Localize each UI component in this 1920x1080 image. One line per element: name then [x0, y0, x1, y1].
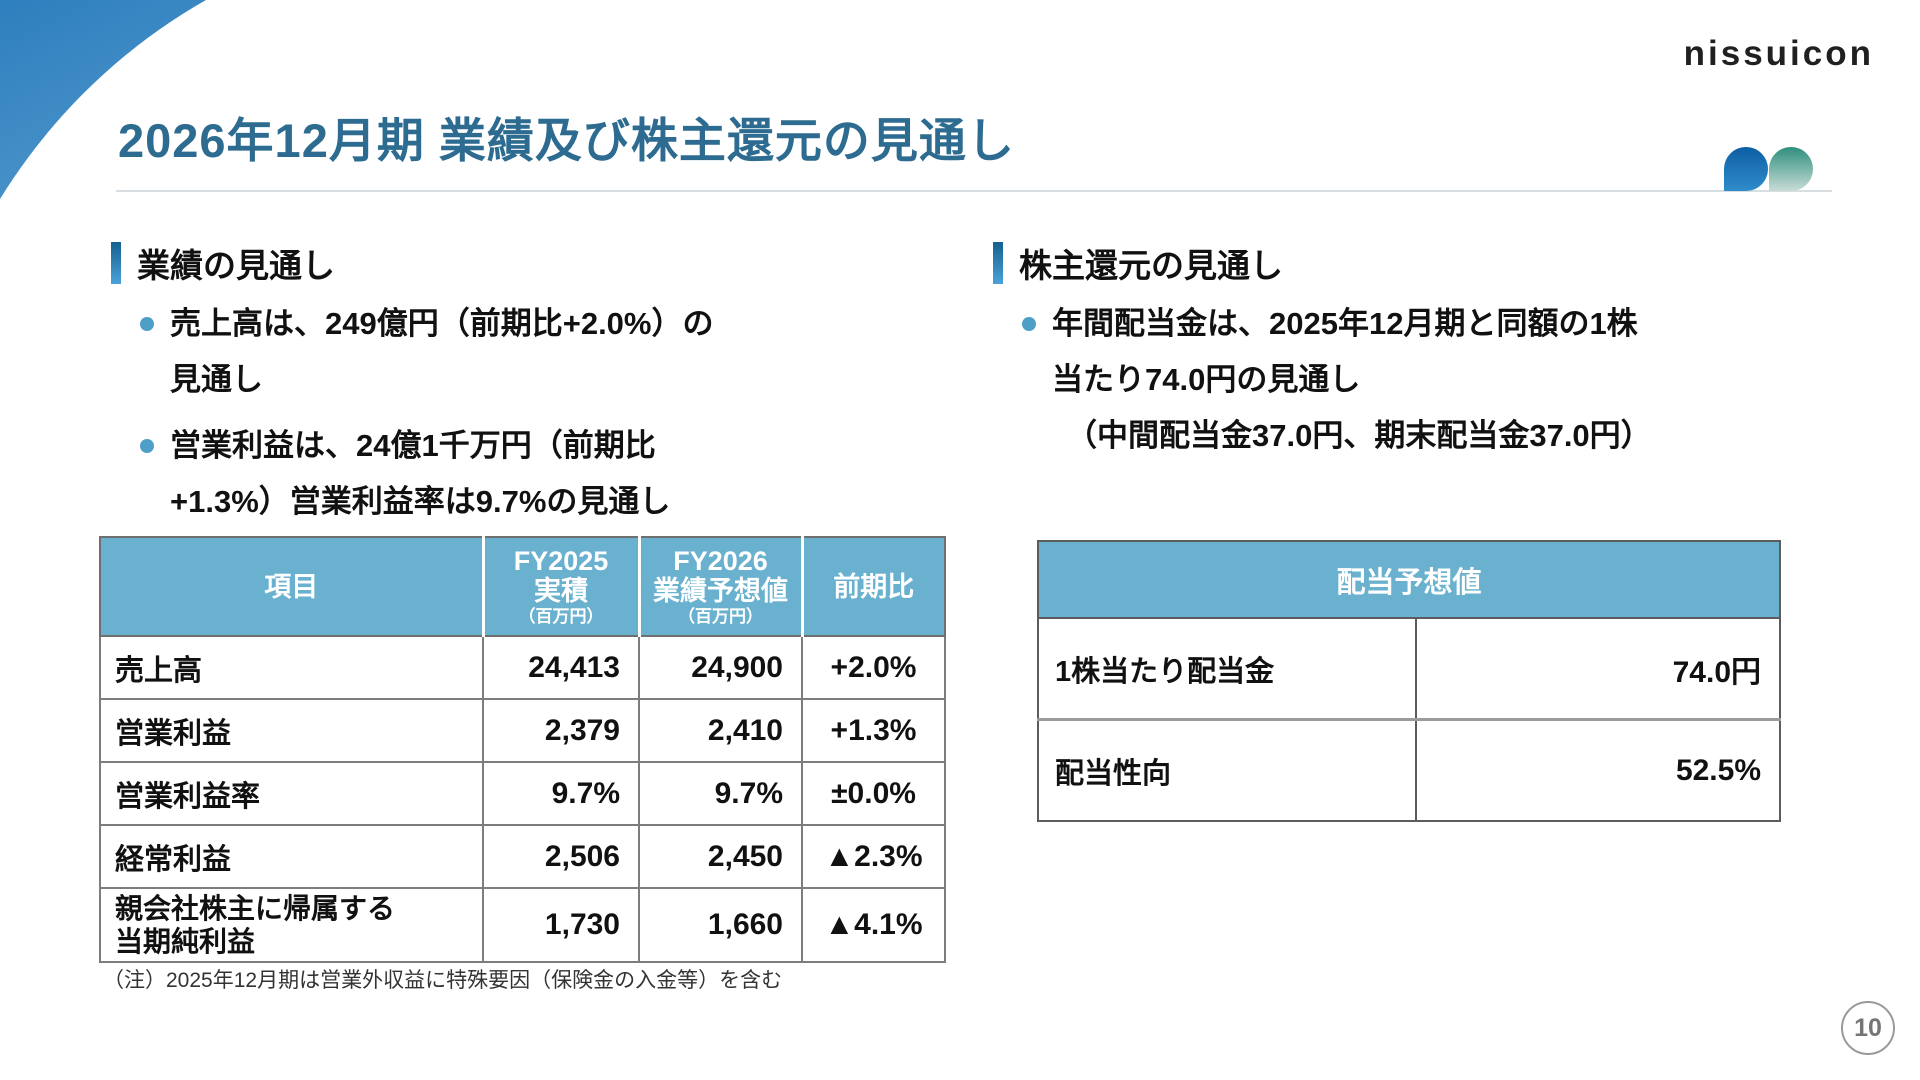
performance-table: 項目 FY2025 実積 （百万円） FY2026 業績予想値 （百万円） 前期… — [99, 536, 946, 963]
bullet-line: 営業利益は、24億1千万円（前期比 — [170, 428, 656, 463]
table-row: 配当性向 52.5% — [1038, 718, 1781, 821]
section-heading-shareholder-return: 株主還元の見通し — [993, 239, 1283, 287]
cell-fy2025: 9.7% — [482, 761, 640, 826]
page-number-value: 10 — [1854, 1013, 1882, 1042]
bullet-sales-forecast: 売上高は、249億円（前期比+2.0%）の 見通し — [140, 296, 713, 408]
cell-label: 営業利益 — [99, 698, 484, 763]
bullet-text: 年間配当金は、2025年12月期と同額の1株 当たり74.0円の見通し （中間配… — [1052, 296, 1652, 464]
bullet-dot-icon — [1022, 317, 1036, 331]
cell-value: 74.0円 — [1672, 655, 1762, 689]
col-header-fy2026: FY2026 業績予想値 （百万円） — [637, 537, 802, 637]
bullet-line: +1.3%）営業利益率は9.7%の見通し — [170, 484, 671, 519]
cell-yoy: ▲4.1% — [801, 887, 946, 963]
cell-fy2026: 24,900 — [638, 635, 803, 700]
bullet-dividend-forecast: 年間配当金は、2025年12月期と同額の1株 当たり74.0円の見通し （中間配… — [1022, 296, 1652, 464]
title-divider — [116, 190, 1832, 192]
heading-accent-bar — [993, 242, 1003, 284]
dividend-table-title: 配当予想値 — [1038, 541, 1781, 619]
cell-fy2026: 1,660 — [638, 887, 803, 963]
cell-fy2025: 2,379 — [482, 698, 640, 763]
bullet-line: 当たり74.0円の見通し — [1052, 362, 1361, 397]
page-title: 2026年12月期 業績及び株主還元の見通し — [118, 114, 1015, 167]
table-header-row: 配当予想値 — [1038, 541, 1781, 619]
bullet-operating-profit-forecast: 営業利益は、24億1千万円（前期比 +1.3%）営業利益率は9.7%の見通し — [140, 418, 670, 530]
page-number: 10 — [1841, 1001, 1895, 1055]
cell-fy2025: 1,730 — [482, 887, 640, 963]
logo-mark-blue-icon — [1724, 147, 1768, 191]
bullet-text: 売上高は、249億円（前期比+2.0%）の 見通し — [170, 296, 713, 408]
logo-mark-teal-icon — [1769, 147, 1813, 191]
cell-label: 売上高 — [99, 635, 484, 700]
cell-fy2025: 24,413 — [482, 635, 640, 700]
col-header-fy2025: FY2025 実積 （百万円） — [481, 537, 639, 637]
company-logo: nissuicon — [1683, 34, 1874, 73]
section-heading-performance: 業績の見通し — [111, 239, 335, 287]
table-row: 営業利益率 9.7% 9.7% ±0.0% — [99, 761, 946, 826]
cell-label: 親会社株主に帰属する 当期純利益 — [99, 887, 484, 963]
table-row: 営業利益 2,379 2,410 +1.3% — [99, 698, 946, 763]
footnote: （注）2025年12月期は営業外収益に特殊要因（保険金の入金等）を含む — [103, 969, 783, 992]
cell-fy2026: 2,410 — [638, 698, 803, 763]
bullet-dot-icon — [140, 439, 154, 453]
table-header-row: 項目 FY2025 実積 （百万円） FY2026 業績予想値 （百万円） 前期… — [100, 537, 945, 637]
cell-yoy: ±0.0% — [801, 761, 946, 826]
cell-value: 52.5% — [1416, 718, 1781, 821]
bullet-line: （中間配当金37.0円、期末配当金37.0円） — [1066, 418, 1652, 453]
dividend-table: 配当予想値 1株当たり配当金 74.0円 配当性向 52.5% — [1037, 540, 1782, 822]
bullet-dot-icon — [140, 317, 154, 331]
cell-label: 配当性向 — [1038, 718, 1417, 821]
table-row: 親会社株主に帰属する 当期純利益 1,730 1,660 ▲4.1% — [99, 887, 946, 963]
bullet-text: 営業利益は、24億1千万円（前期比 +1.3%）営業利益率は9.7%の見通し — [170, 418, 670, 530]
cell-label: 営業利益率 — [99, 761, 484, 826]
heading-accent-bar — [111, 242, 121, 284]
cell-yoy: +2.0% — [801, 635, 946, 700]
bullet-line: 見通し — [170, 362, 263, 397]
table-row: 1株当たり配当金 74.0円 — [1038, 618, 1780, 720]
cell-fy2026: 2,450 — [638, 824, 803, 889]
cell-label: 1株当たり配当金 — [1038, 618, 1417, 720]
bullet-line: 年間配当金は、2025年12月期と同額の1株 — [1052, 306, 1638, 341]
cell-fy2025: 2,506 — [482, 824, 640, 889]
table-row: 経常利益 2,506 2,450 ▲2.3% — [99, 824, 946, 889]
col-header-item: 項目 — [100, 537, 483, 637]
bullet-line: 売上高は、249億円（前期比+2.0%）の — [170, 306, 714, 341]
cell-yoy: +1.3% — [801, 698, 946, 763]
cell-yoy: ▲2.3% — [801, 824, 946, 889]
col-header-yoy: 前期比 — [800, 537, 945, 637]
cell-label: 経常利益 — [99, 824, 484, 889]
section-heading-label: 株主還元の見通し — [1019, 247, 1283, 284]
cell-fy2026: 9.7% — [638, 761, 803, 826]
section-heading-label: 業績の見通し — [137, 247, 335, 284]
table-row: 売上高 24,413 24,900 +2.0% — [99, 635, 946, 700]
